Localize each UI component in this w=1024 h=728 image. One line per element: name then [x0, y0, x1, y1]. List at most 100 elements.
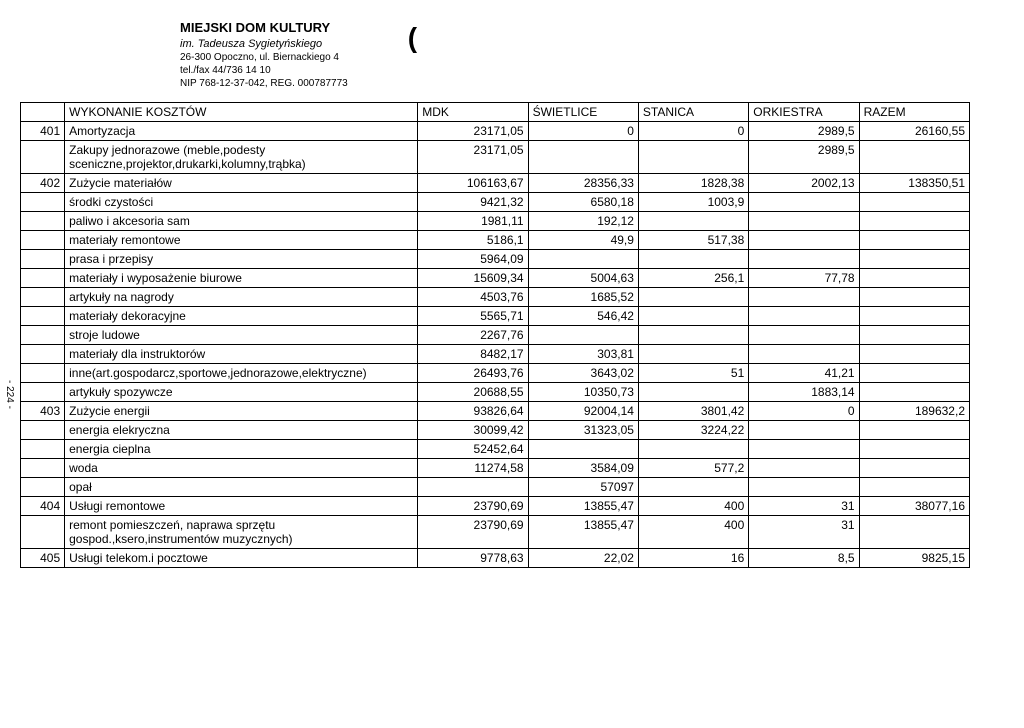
- cell-value: 20688,55: [418, 383, 528, 402]
- cell-value: [638, 478, 748, 497]
- cell-code: 404: [21, 497, 65, 516]
- cell-value: 15609,34: [418, 269, 528, 288]
- cell-value: 1685,52: [528, 288, 638, 307]
- cell-desc: remont pomieszczeń, naprawa sprzętu gosp…: [65, 516, 418, 549]
- cell-desc: Zużycie energii: [65, 402, 418, 421]
- cell-code: [21, 212, 65, 231]
- col-swietlice: ŚWIETLICE: [528, 103, 638, 122]
- cell-value: 8,5: [749, 549, 859, 568]
- cell-value: [638, 383, 748, 402]
- stamp-icon: (: [408, 22, 417, 54]
- cell-desc: Amortyzacja: [65, 122, 418, 141]
- cell-value: 23171,05: [418, 141, 528, 174]
- cell-value: 400: [638, 516, 748, 549]
- col-mdk: MDK: [418, 103, 528, 122]
- cell-value: [859, 459, 969, 478]
- cell-value: [859, 231, 969, 250]
- table-row: stroje ludowe2267,76: [21, 326, 970, 345]
- cell-value: 41,21: [749, 364, 859, 383]
- cell-value: [859, 516, 969, 549]
- cell-desc: Usługi remontowe: [65, 497, 418, 516]
- table-row: remont pomieszczeń, naprawa sprzętu gosp…: [21, 516, 970, 549]
- table-row: materiały remontowe5186,149,9517,38: [21, 231, 970, 250]
- table-row: 405Usługi telekom.i pocztowe9778,6322,02…: [21, 549, 970, 568]
- cell-value: 51: [638, 364, 748, 383]
- cell-desc: artykuły na nagrody: [65, 288, 418, 307]
- cell-value: 138350,51: [859, 174, 969, 193]
- cell-value: 31323,05: [528, 421, 638, 440]
- table-row: woda11274,583584,09577,2: [21, 459, 970, 478]
- cell-value: 5964,09: [418, 250, 528, 269]
- cell-value: [859, 440, 969, 459]
- cell-value: [749, 288, 859, 307]
- cell-value: 517,38: [638, 231, 748, 250]
- cell-value: [859, 345, 969, 364]
- cell-value: [749, 193, 859, 212]
- table-row: 404Usługi remontowe23790,6913855,4740031…: [21, 497, 970, 516]
- cell-desc: materiały dekoracyjne: [65, 307, 418, 326]
- table-row: środki czystości9421,326580,181003,9: [21, 193, 970, 212]
- cell-desc: stroje ludowe: [65, 326, 418, 345]
- cell-desc: paliwo i akcesoria sam: [65, 212, 418, 231]
- cell-value: 23790,69: [418, 497, 528, 516]
- cell-value: 189632,2: [859, 402, 969, 421]
- cell-value: 2267,76: [418, 326, 528, 345]
- cell-value: 28356,33: [528, 174, 638, 193]
- cell-value: 0: [638, 122, 748, 141]
- document-header: MIEJSKI DOM KULTURY im. Tadeusza Sygiety…: [180, 20, 1004, 90]
- cell-value: [638, 141, 748, 174]
- page-marker: - 224 -: [4, 380, 15, 409]
- cell-value: 5004,63: [528, 269, 638, 288]
- table-row: energia cieplna52452,64: [21, 440, 970, 459]
- cell-value: 5186,1: [418, 231, 528, 250]
- cell-value: [859, 141, 969, 174]
- cell-value: 11274,58: [418, 459, 528, 478]
- cell-desc: energia cieplna: [65, 440, 418, 459]
- cell-code: [21, 288, 65, 307]
- table-row: materiały dla instruktorów8482,17303,81: [21, 345, 970, 364]
- cell-desc: Zużycie materiałów: [65, 174, 418, 193]
- cell-value: [859, 478, 969, 497]
- cell-value: [528, 326, 638, 345]
- cell-code: [21, 307, 65, 326]
- cell-value: 26493,76: [418, 364, 528, 383]
- col-desc: WYKONANIE KOSZTÓW: [65, 103, 418, 122]
- cell-value: 5565,71: [418, 307, 528, 326]
- cell-value: [749, 231, 859, 250]
- cell-desc: energia elekryczna: [65, 421, 418, 440]
- cell-desc: artykuły spozywcze: [65, 383, 418, 402]
- cell-desc: materiały remontowe: [65, 231, 418, 250]
- table-header-row: WYKONANIE KOSZTÓW MDK ŚWIETLICE STANICA …: [21, 103, 970, 122]
- col-stanica: STANICA: [638, 103, 748, 122]
- table-row: inne(art.gospodarcz,sportowe,jednorazowe…: [21, 364, 970, 383]
- cell-value: 13855,47: [528, 516, 638, 549]
- cell-code: [21, 231, 65, 250]
- cell-code: [21, 193, 65, 212]
- table-row: materiały dekoracyjne5565,71546,42: [21, 307, 970, 326]
- table-row: Zakupy jednorazowe (meble,podesty scenic…: [21, 141, 970, 174]
- cell-code: 401: [21, 122, 65, 141]
- cell-value: [859, 326, 969, 345]
- cell-value: [638, 288, 748, 307]
- cell-value: [638, 345, 748, 364]
- cell-code: [21, 250, 65, 269]
- table-row: 403Zużycie energii93826,6492004,143801,4…: [21, 402, 970, 421]
- cell-value: [638, 307, 748, 326]
- table-row: artykuły spozywcze20688,5510350,731883,1…: [21, 383, 970, 402]
- cell-value: 38077,16: [859, 497, 969, 516]
- cell-value: 0: [528, 122, 638, 141]
- cell-value: 9421,32: [418, 193, 528, 212]
- col-razem: RAZEM: [859, 103, 969, 122]
- cell-value: [749, 345, 859, 364]
- cell-value: [528, 250, 638, 269]
- cell-desc: opał: [65, 478, 418, 497]
- cell-code: 403: [21, 402, 65, 421]
- table-row: prasa i przepisy5964,09: [21, 250, 970, 269]
- cost-table: WYKONANIE KOSZTÓW MDK ŚWIETLICE STANICA …: [20, 102, 970, 568]
- cell-value: 30099,42: [418, 421, 528, 440]
- cell-value: [859, 383, 969, 402]
- cell-value: 6580,18: [528, 193, 638, 212]
- cell-value: 93826,64: [418, 402, 528, 421]
- table-row: energia elekryczna30099,4231323,053224,2…: [21, 421, 970, 440]
- cell-value: 92004,14: [528, 402, 638, 421]
